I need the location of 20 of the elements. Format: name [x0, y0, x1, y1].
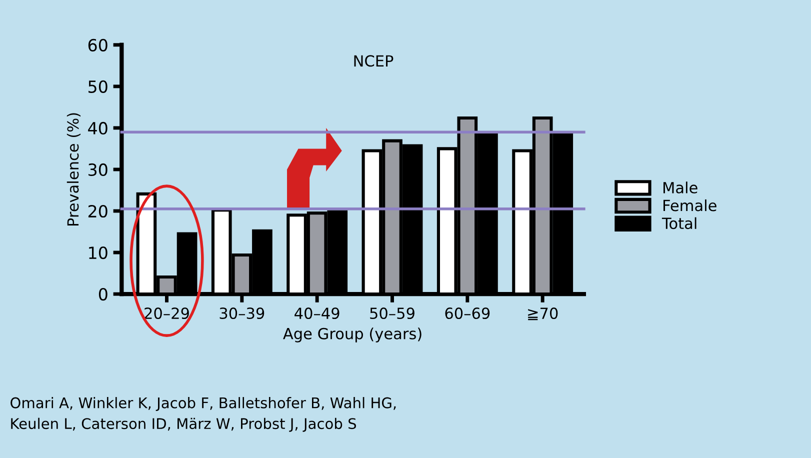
- y-tick-label: 50: [88, 80, 108, 93]
- x-tick-label: 50–59: [370, 308, 414, 320]
- y-tick-label: 0: [98, 288, 108, 301]
- y-axis-title: Prevalence (%): [66, 113, 81, 226]
- y-tick-label: 30: [88, 163, 108, 176]
- y-tick-label: 60: [88, 38, 108, 52]
- legend-label: Male: [663, 182, 698, 194]
- x-tick-label: ≧70: [528, 308, 558, 320]
- y-tick-label: 40: [88, 122, 108, 135]
- x-tick-label: 60–69: [445, 308, 490, 320]
- y-tick-label: 20: [88, 204, 108, 218]
- x-tick-label: 30–39: [220, 308, 264, 320]
- x-tick-label: 40–49: [294, 308, 340, 320]
- text: Omari A, Winkler K, Jacob F, Balletshofer B, Wahl HG, Keulen L, Caterson ID, März W, Probst J, Jacob S: [10, 397, 396, 432]
- x-axis-title: Age Group (years): [283, 328, 422, 342]
- x-tick-label: 20–29: [144, 308, 189, 320]
- text: NCEP: [354, 55, 394, 67]
- y-tick-label: 10: [89, 246, 108, 260]
- legend-label: Female: [663, 199, 716, 212]
- legend-label: Total: [662, 217, 696, 230]
